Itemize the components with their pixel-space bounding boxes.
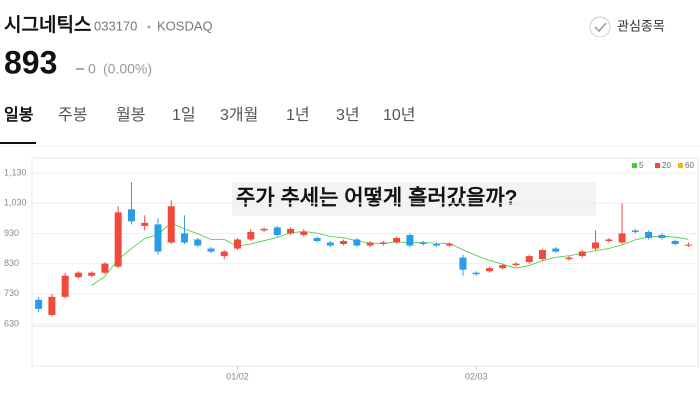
candle-body bbox=[618, 233, 626, 243]
tab[interactable]: 1년 bbox=[286, 106, 310, 124]
candle-body bbox=[260, 228, 268, 231]
dot bbox=[147, 25, 151, 29]
candle-body bbox=[313, 237, 321, 241]
candle-body bbox=[220, 251, 228, 257]
candle-body bbox=[552, 248, 560, 252]
tab[interactable]: 3개월 bbox=[220, 106, 258, 124]
candle-body bbox=[180, 233, 188, 243]
candle-body bbox=[141, 222, 149, 226]
candle-body bbox=[287, 228, 295, 234]
candle-body bbox=[406, 234, 414, 246]
x-tick-label: 01/02 bbox=[226, 371, 249, 381]
caption: 주가 추세는 어떻게 흘러갔을까? bbox=[236, 186, 518, 210]
y-tick-label: 630 bbox=[4, 318, 19, 328]
y-tick-label: 830 bbox=[4, 258, 19, 268]
legend-swatch bbox=[632, 163, 637, 168]
candle-body bbox=[446, 244, 454, 246]
stock-name: 시그네틱스 bbox=[4, 14, 91, 36]
candle-body bbox=[207, 248, 215, 252]
tab[interactable]: 일봉 bbox=[4, 106, 34, 124]
price-change-pct: (0.00%) bbox=[103, 61, 152, 77]
candle-body bbox=[74, 272, 82, 278]
y-tick-label: 1,030 bbox=[4, 198, 27, 208]
y-tick-label: 1,130 bbox=[4, 167, 27, 177]
candle-body bbox=[525, 256, 533, 263]
watch-label[interactable]: 관심종목 bbox=[617, 18, 665, 33]
tabs: 일봉 주봉 월봉 1일 3개월 1년 3년 10년 bbox=[4, 106, 416, 124]
caption-bg bbox=[232, 182, 596, 216]
stock-code: 033170 bbox=[94, 18, 137, 33]
candle-body bbox=[88, 272, 96, 276]
candle-body bbox=[114, 212, 122, 267]
candle-body bbox=[578, 251, 586, 257]
candle-body bbox=[340, 241, 348, 245]
candle-body bbox=[419, 242, 427, 245]
candle-body bbox=[472, 272, 480, 275]
tab[interactable]: 10년 bbox=[383, 106, 416, 124]
candle-body bbox=[154, 224, 162, 252]
legend-label: 20 bbox=[662, 161, 671, 170]
check bbox=[594, 22, 607, 33]
x-tick-label: 02/03 bbox=[465, 371, 488, 381]
candle-body bbox=[353, 239, 361, 246]
candle-body bbox=[127, 209, 135, 222]
market: KOSDAQ bbox=[157, 18, 213, 33]
candle-body bbox=[658, 234, 666, 238]
candle-body bbox=[48, 296, 56, 315]
candle-body bbox=[539, 250, 547, 260]
candle-body bbox=[194, 239, 202, 246]
candle-body bbox=[684, 244, 692, 246]
candle-body bbox=[605, 239, 613, 241]
tab[interactable]: 3년 bbox=[336, 106, 360, 124]
candle-body bbox=[167, 206, 175, 243]
y-tick-label: 730 bbox=[4, 288, 19, 298]
tab[interactable]: 월봉 bbox=[116, 106, 145, 124]
legend-swatch bbox=[678, 163, 683, 168]
candle-body bbox=[300, 231, 308, 235]
candle-body bbox=[592, 242, 600, 249]
candle-body bbox=[35, 299, 43, 309]
y-tick-label: 930 bbox=[4, 228, 19, 238]
candle-body bbox=[393, 237, 401, 243]
legend-swatch bbox=[655, 163, 660, 168]
legend-label: 5 bbox=[639, 161, 644, 170]
ma-line bbox=[91, 222, 689, 286]
candle-body bbox=[273, 227, 281, 235]
candle-body bbox=[326, 242, 334, 246]
candle-body bbox=[247, 231, 255, 240]
candle-body bbox=[101, 263, 109, 273]
candle-body bbox=[512, 263, 520, 266]
tab[interactable]: 주봉 bbox=[58, 107, 87, 124]
volume-panel bbox=[31, 325, 699, 367]
candle-body bbox=[61, 275, 69, 297]
watch-icon[interactable] bbox=[589, 16, 611, 38]
candle-body bbox=[565, 257, 573, 260]
price-change: 0 bbox=[88, 61, 96, 77]
legend-label: 60 bbox=[685, 161, 694, 170]
candle-body bbox=[671, 241, 679, 245]
candle-body bbox=[485, 268, 493, 272]
candle-body bbox=[499, 265, 507, 269]
candle-body bbox=[645, 231, 653, 238]
candle-body bbox=[234, 239, 242, 249]
price: 893 bbox=[4, 44, 57, 80]
candle-body bbox=[459, 257, 467, 270]
candle-body bbox=[366, 242, 374, 246]
candle-body bbox=[379, 242, 387, 245]
tab[interactable]: 1일 bbox=[172, 106, 196, 124]
candle-body bbox=[432, 244, 440, 246]
candle-body bbox=[631, 230, 639, 232]
